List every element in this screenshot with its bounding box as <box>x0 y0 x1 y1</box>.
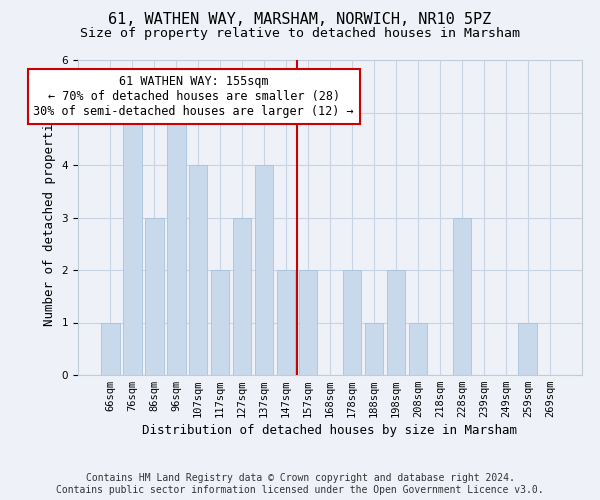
Bar <box>452 218 471 375</box>
X-axis label: Distribution of detached houses by size in Marsham: Distribution of detached houses by size … <box>143 424 517 438</box>
Text: 61, WATHEN WAY, MARSHAM, NORWICH, NR10 5PZ: 61, WATHEN WAY, MARSHAM, NORWICH, NR10 5… <box>109 12 491 28</box>
Bar <box>518 322 537 375</box>
Bar <box>189 165 208 375</box>
Bar <box>255 165 274 375</box>
Y-axis label: Number of detached properties: Number of detached properties <box>43 109 56 326</box>
Bar <box>145 218 164 375</box>
Bar <box>123 112 142 375</box>
Bar <box>101 322 119 375</box>
Bar <box>365 322 383 375</box>
Text: Size of property relative to detached houses in Marsham: Size of property relative to detached ho… <box>80 28 520 40</box>
Bar <box>211 270 229 375</box>
Bar <box>167 112 185 375</box>
Bar <box>409 322 427 375</box>
Bar <box>386 270 405 375</box>
Bar <box>343 270 361 375</box>
Text: 61 WATHEN WAY: 155sqm
← 70% of detached houses are smaller (28)
30% of semi-deta: 61 WATHEN WAY: 155sqm ← 70% of detached … <box>34 74 354 118</box>
Bar <box>299 270 317 375</box>
Text: Contains HM Land Registry data © Crown copyright and database right 2024.
Contai: Contains HM Land Registry data © Crown c… <box>56 474 544 495</box>
Bar <box>277 270 295 375</box>
Bar <box>233 218 251 375</box>
